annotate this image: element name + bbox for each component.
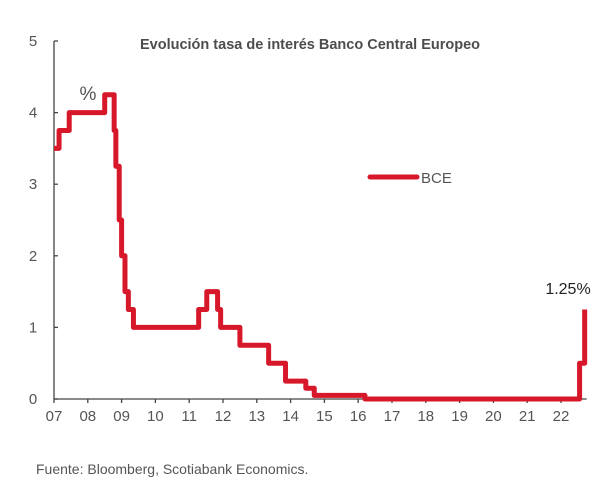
- last-value-annotation: 1.25%: [545, 281, 590, 298]
- y-tick-label: 1: [29, 319, 37, 336]
- y-tick-label: 4: [29, 105, 37, 122]
- x-tick-label: 09: [113, 408, 130, 425]
- x-tick-label: 13: [248, 408, 265, 425]
- series-group: [53, 92, 588, 402]
- x-tick-label: 19: [451, 408, 468, 425]
- x-tick-label: 21: [519, 408, 536, 425]
- x-tick-label: 20: [485, 408, 502, 425]
- x-tick-label: 11: [181, 408, 197, 425]
- y-tick-label: 0: [29, 391, 37, 408]
- y-axis: 0 1 2 3 4 5: [29, 33, 58, 408]
- x-tick-label: 16: [350, 408, 367, 425]
- x-tick-label: 17: [384, 408, 401, 425]
- y-tick-label: 5: [29, 33, 37, 50]
- unit-label: %: [80, 84, 97, 105]
- x-tick-label: 15: [316, 408, 333, 425]
- source-note: Fuente: Bloomberg, Scotiabank Economics.: [36, 461, 309, 477]
- x-tick-label: 18: [417, 408, 434, 425]
- x-axis: 07 08 09 10 11 12 13 14 15 16 17 18 19 20 21 22: [46, 398, 587, 425]
- x-tick-label: 14: [282, 408, 299, 425]
- x-tick-label: 07: [46, 408, 63, 425]
- chart-title: Evolución tasa de interés Banco Central …: [140, 37, 480, 53]
- x-tick-label: 08: [79, 408, 96, 425]
- x-tick-label: 22: [553, 408, 570, 425]
- x-tick-label: 12: [215, 408, 232, 425]
- y-tick-label: 2: [29, 248, 37, 265]
- series-line-bce: [54, 92, 588, 402]
- x-tick-label: 10: [147, 408, 164, 425]
- y-tick-label: 3: [29, 176, 37, 193]
- legend: BCE: [367, 170, 452, 187]
- legend-label-bce: BCE: [421, 170, 452, 187]
